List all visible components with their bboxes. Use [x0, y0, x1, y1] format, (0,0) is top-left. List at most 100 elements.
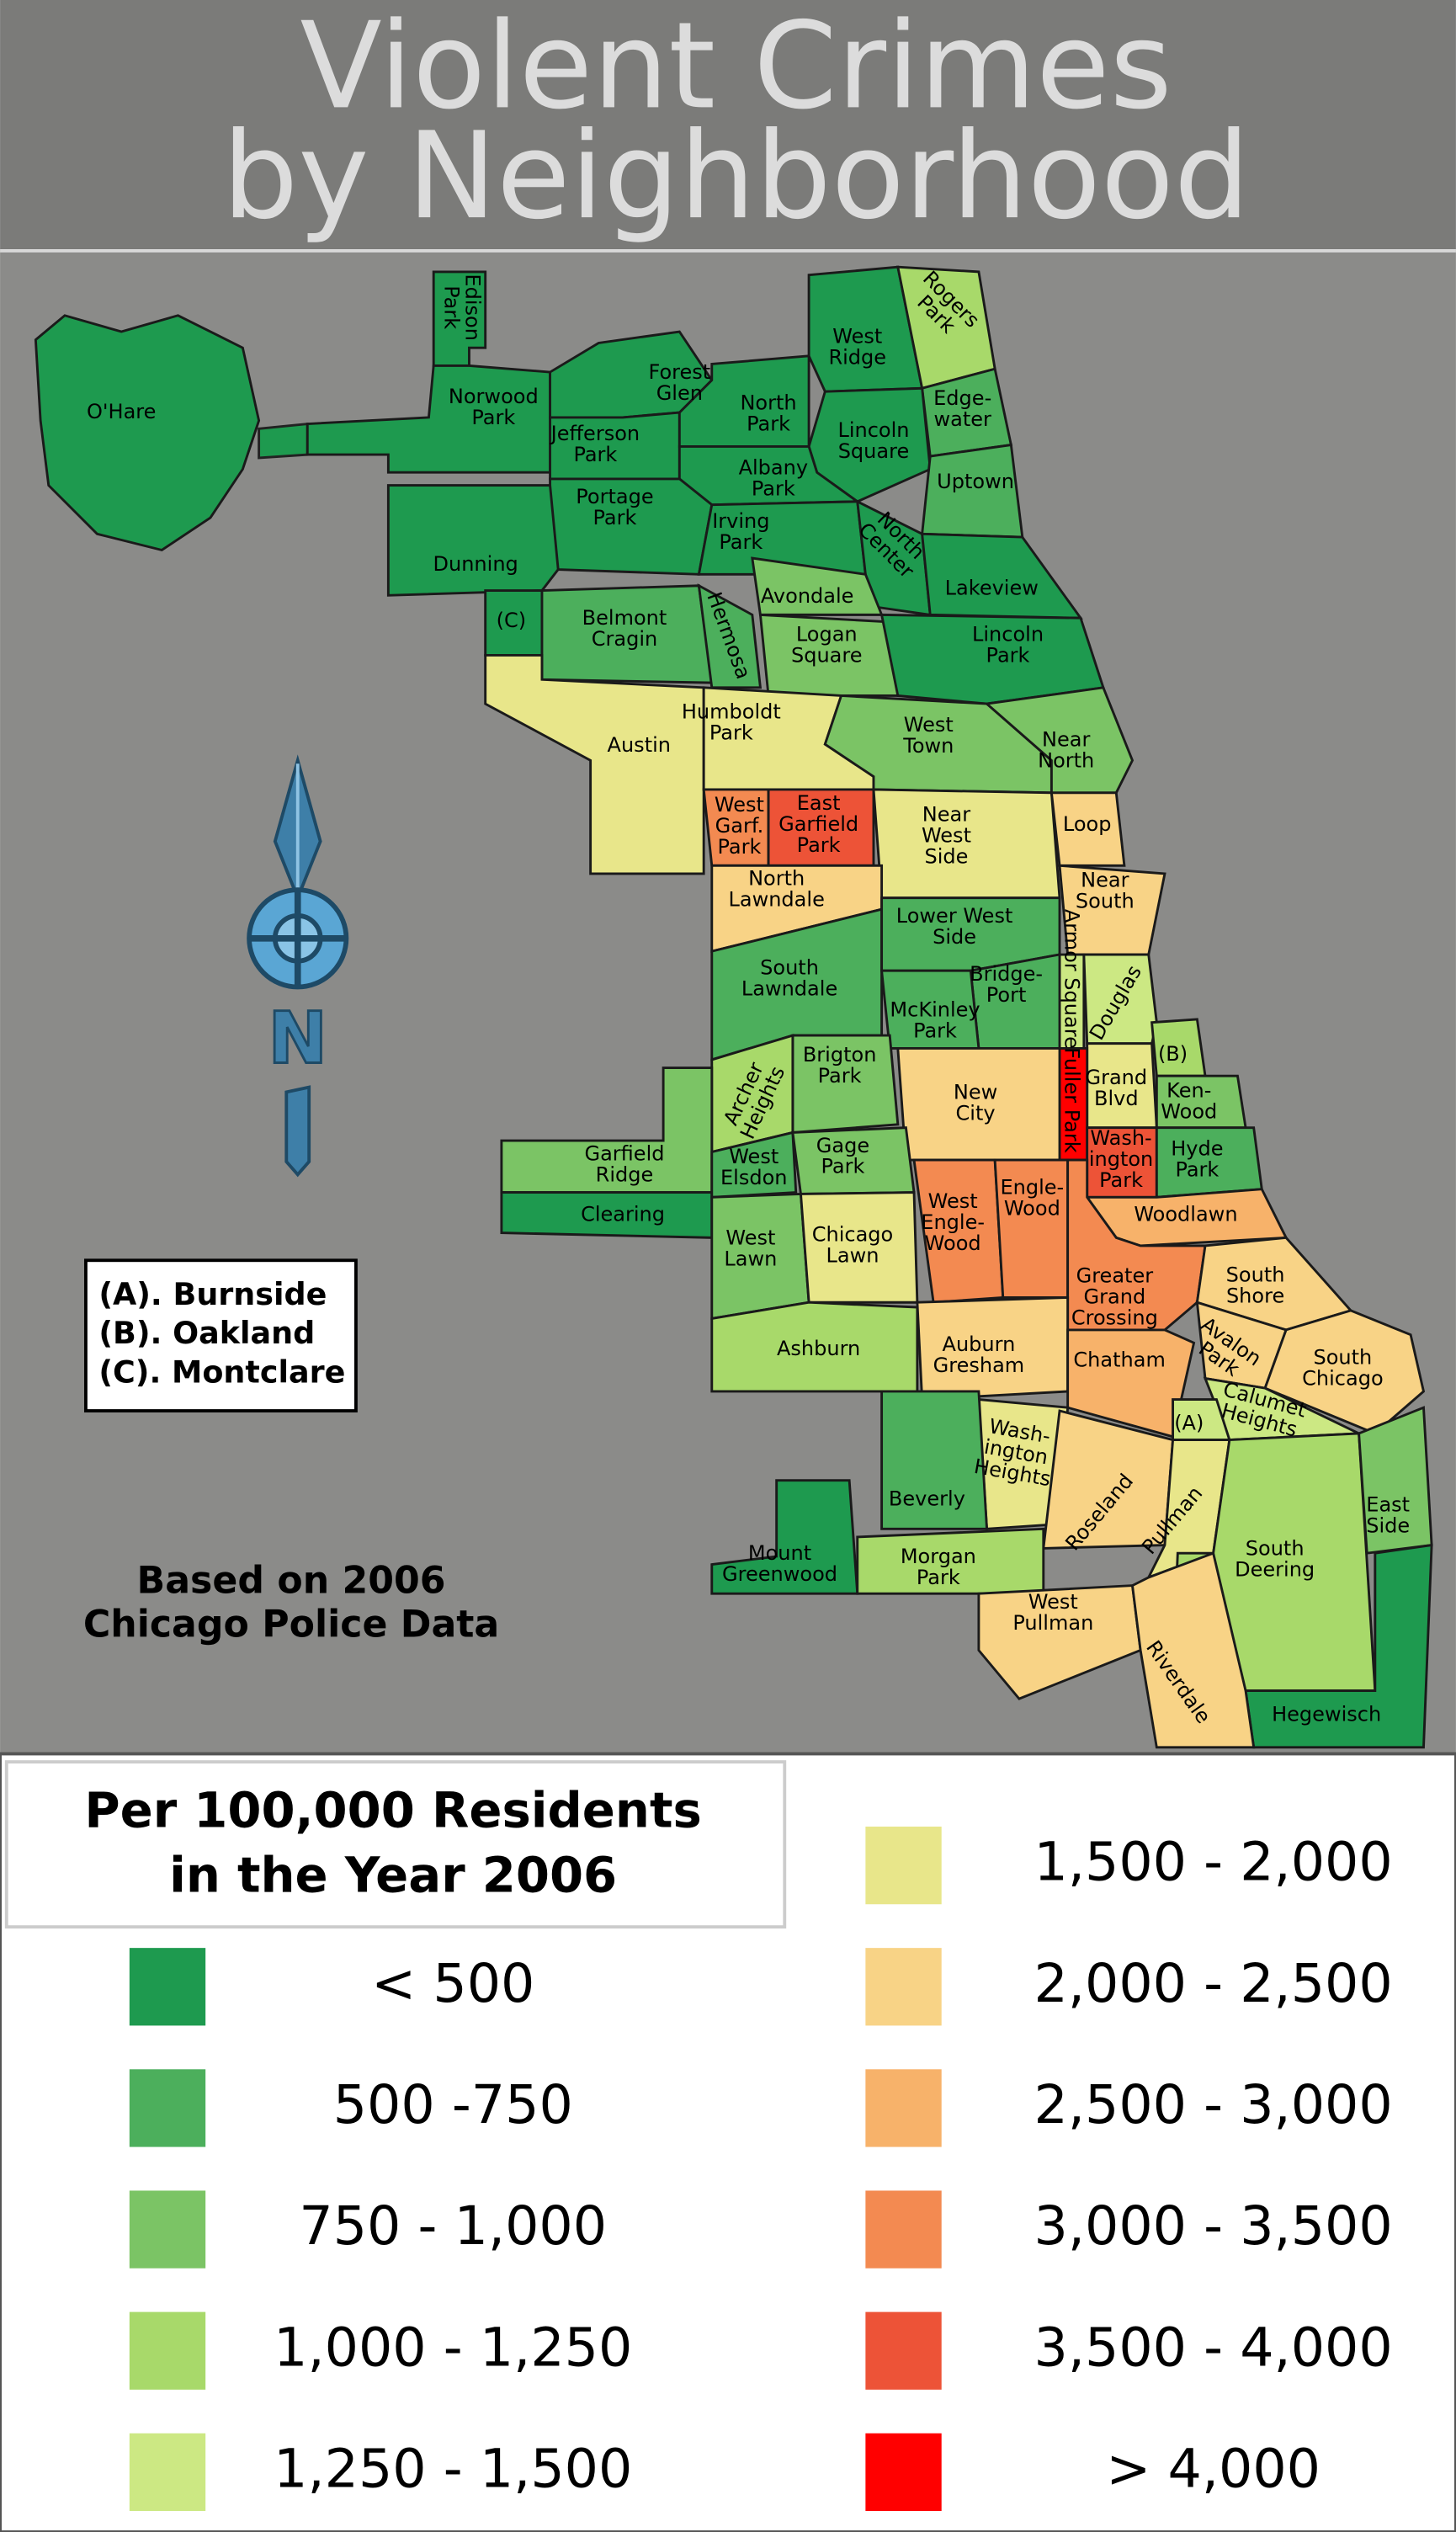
legend-swatch — [865, 1826, 942, 1905]
neighborhood — [306, 364, 552, 474]
neighborhood-label: South Chicago — [1302, 1346, 1384, 1391]
source-note: Based on 2006 Chicago Police Data — [83, 1560, 499, 1646]
neighborhood-label: EdisonPark — [439, 274, 484, 341]
neighborhood-label: (B) — [1158, 1042, 1188, 1066]
legend-swatch — [129, 2311, 206, 2390]
neighborhood-label: Avondale — [761, 584, 854, 608]
neighborhood-label: Dunning — [433, 552, 518, 576]
map-title: Violent Crimes by Neighborhood — [222, 0, 1250, 246]
legend-label: 1,000 - 1,250 — [274, 2316, 632, 2378]
neighborhood-label: Woodlawn — [1134, 1202, 1237, 1226]
compass: N — [247, 754, 349, 1178]
legend-swatch — [865, 1948, 942, 2026]
neighborhood-label: North Lawndale — [728, 867, 824, 912]
neighborhood-label: Logan Square — [791, 622, 863, 667]
neighborhood-label: Norwood Park — [449, 385, 539, 429]
neighborhood-label: Wash-ingtonHeights — [972, 1413, 1060, 1492]
neighborhood — [1049, 791, 1126, 867]
neighborhood-label: McKinley Park — [890, 997, 980, 1042]
neighborhood-label: Auburn Gresham — [933, 1332, 1025, 1377]
legend-swatch — [865, 2311, 942, 2390]
neighborhood-label: Morgan Park — [901, 1545, 976, 1589]
neighborhood-label: West Garf. Park — [715, 793, 764, 859]
legend-label: < 500 — [371, 1952, 534, 2014]
key-box — [84, 1258, 358, 1412]
neighborhood-label: Loop — [1063, 812, 1112, 836]
legend-label: 500 -750 — [333, 2073, 573, 2136]
neighborhood — [697, 583, 763, 689]
neighborhood-label: Jefferson Park — [550, 422, 640, 466]
neighborhood — [977, 1584, 1142, 1700]
neighborhood-label: East Garfield Park — [778, 791, 858, 857]
neighborhood — [856, 499, 932, 617]
neighborhood-label: Garfield Ridge — [584, 1141, 664, 1186]
neighborhood-label: West Elsdon — [720, 1145, 788, 1189]
neighborhood-label: West Engle-Wood — [921, 1189, 985, 1255]
neighborhood-label: Humboldt Park — [682, 700, 781, 745]
neighborhood-label: Ashburn — [777, 1337, 860, 1360]
neighborhood-label: Mount Greenwood — [722, 1541, 837, 1586]
neighborhood-label: Hyde Park — [1171, 1137, 1223, 1182]
neighborhood-label: Wash-ington Park — [1089, 1126, 1153, 1192]
neighborhood-label: West Ridge — [828, 325, 886, 370]
neighborhood-label: West Town — [902, 713, 954, 758]
neighborhood — [540, 584, 714, 684]
neighborhood-label: Beverly — [889, 1487, 965, 1511]
neighborhood-label: Portage Park — [576, 485, 653, 529]
neighborhood-label: South Lawndale — [741, 955, 837, 1000]
neighborhood-label: Near West Side — [922, 803, 971, 869]
neighborhood-label: Irving Park — [712, 509, 769, 554]
ohare-connector — [258, 422, 309, 460]
neighborhood-label: Chicago Lawn — [812, 1222, 894, 1267]
neighborhood-label: Brigton Park — [803, 1043, 877, 1088]
neighborhood-label: Chatham — [1073, 1348, 1165, 1371]
key-entry: (B). Oakland — [98, 1315, 315, 1351]
neighborhood-label: Near South — [1076, 869, 1135, 913]
neighborhood-label: (C) — [497, 609, 527, 632]
neighborhood-label: Gage Park — [816, 1134, 869, 1178]
neighborhoods — [34, 265, 1433, 1749]
neighborhood-label: (A) — [1174, 1411, 1204, 1434]
neighborhood — [1130, 1551, 1256, 1749]
neighborhood-label: Uptown — [937, 470, 1014, 493]
neighborhood-label: Belmont Cragin — [582, 606, 667, 651]
neighborhood — [710, 1479, 859, 1595]
legend-label: 2,000 - 2,500 — [1034, 1952, 1392, 2014]
neighborhood-label: New City — [954, 1080, 997, 1125]
neighborhood — [1066, 1328, 1196, 1439]
neighborhood — [710, 1301, 919, 1393]
neighborhood-label: O'Hare — [87, 400, 156, 423]
neighborhood-label: West Lawn — [724, 1226, 777, 1270]
key-entry: (C). Montclare — [98, 1354, 345, 1390]
legend-label: 1,250 - 1,500 — [274, 2437, 632, 2499]
neighborhood — [710, 1130, 798, 1199]
legend-title-box — [4, 1760, 787, 1929]
neighborhood-label: Forest Glen — [648, 360, 710, 405]
neighborhood-label: Ken-Wood — [1161, 1078, 1217, 1123]
neighborhood-label: Greater Grand Crossing — [1071, 1263, 1158, 1329]
neighborhood-label: Near North — [1038, 727, 1094, 772]
neighborhood-label: Clearing — [581, 1202, 665, 1226]
neighborhood-label: East Side — [1366, 1492, 1410, 1537]
title-band — [0, 0, 1456, 251]
legend-label: > 4,000 — [1106, 2437, 1320, 2499]
key-entry: (A). Burnside — [98, 1276, 327, 1312]
neighborhood-label: Bridge-Port — [970, 962, 1043, 1007]
neighborhood-label: Austin — [608, 733, 671, 757]
neighborhood-label: Armor Square — [1060, 909, 1083, 1049]
neighborhood-label: West Pullman — [1012, 1590, 1093, 1635]
compass-letter: N — [268, 997, 327, 1080]
legend-swatch — [129, 2190, 206, 2269]
legend-label: 1,500 - 2,000 — [1034, 1831, 1392, 1893]
neighborhood-label: South Shore — [1226, 1263, 1285, 1308]
neighborhood — [484, 653, 705, 875]
legend-label: 2,500 - 3,000 — [1034, 2073, 1392, 2136]
neighborhood-label: Hegewisch — [1272, 1702, 1381, 1726]
neighborhood-label: Fuller Park — [1060, 1047, 1083, 1152]
neighborhood-label: Grand Blvd — [1085, 1066, 1147, 1110]
neighborhood — [880, 1390, 989, 1530]
legend-swatch — [129, 2069, 206, 2147]
neighborhood-label: South Deering — [1235, 1536, 1315, 1581]
legend-title: Per 100,000 Residents in the Year 2006 — [84, 1781, 701, 1903]
